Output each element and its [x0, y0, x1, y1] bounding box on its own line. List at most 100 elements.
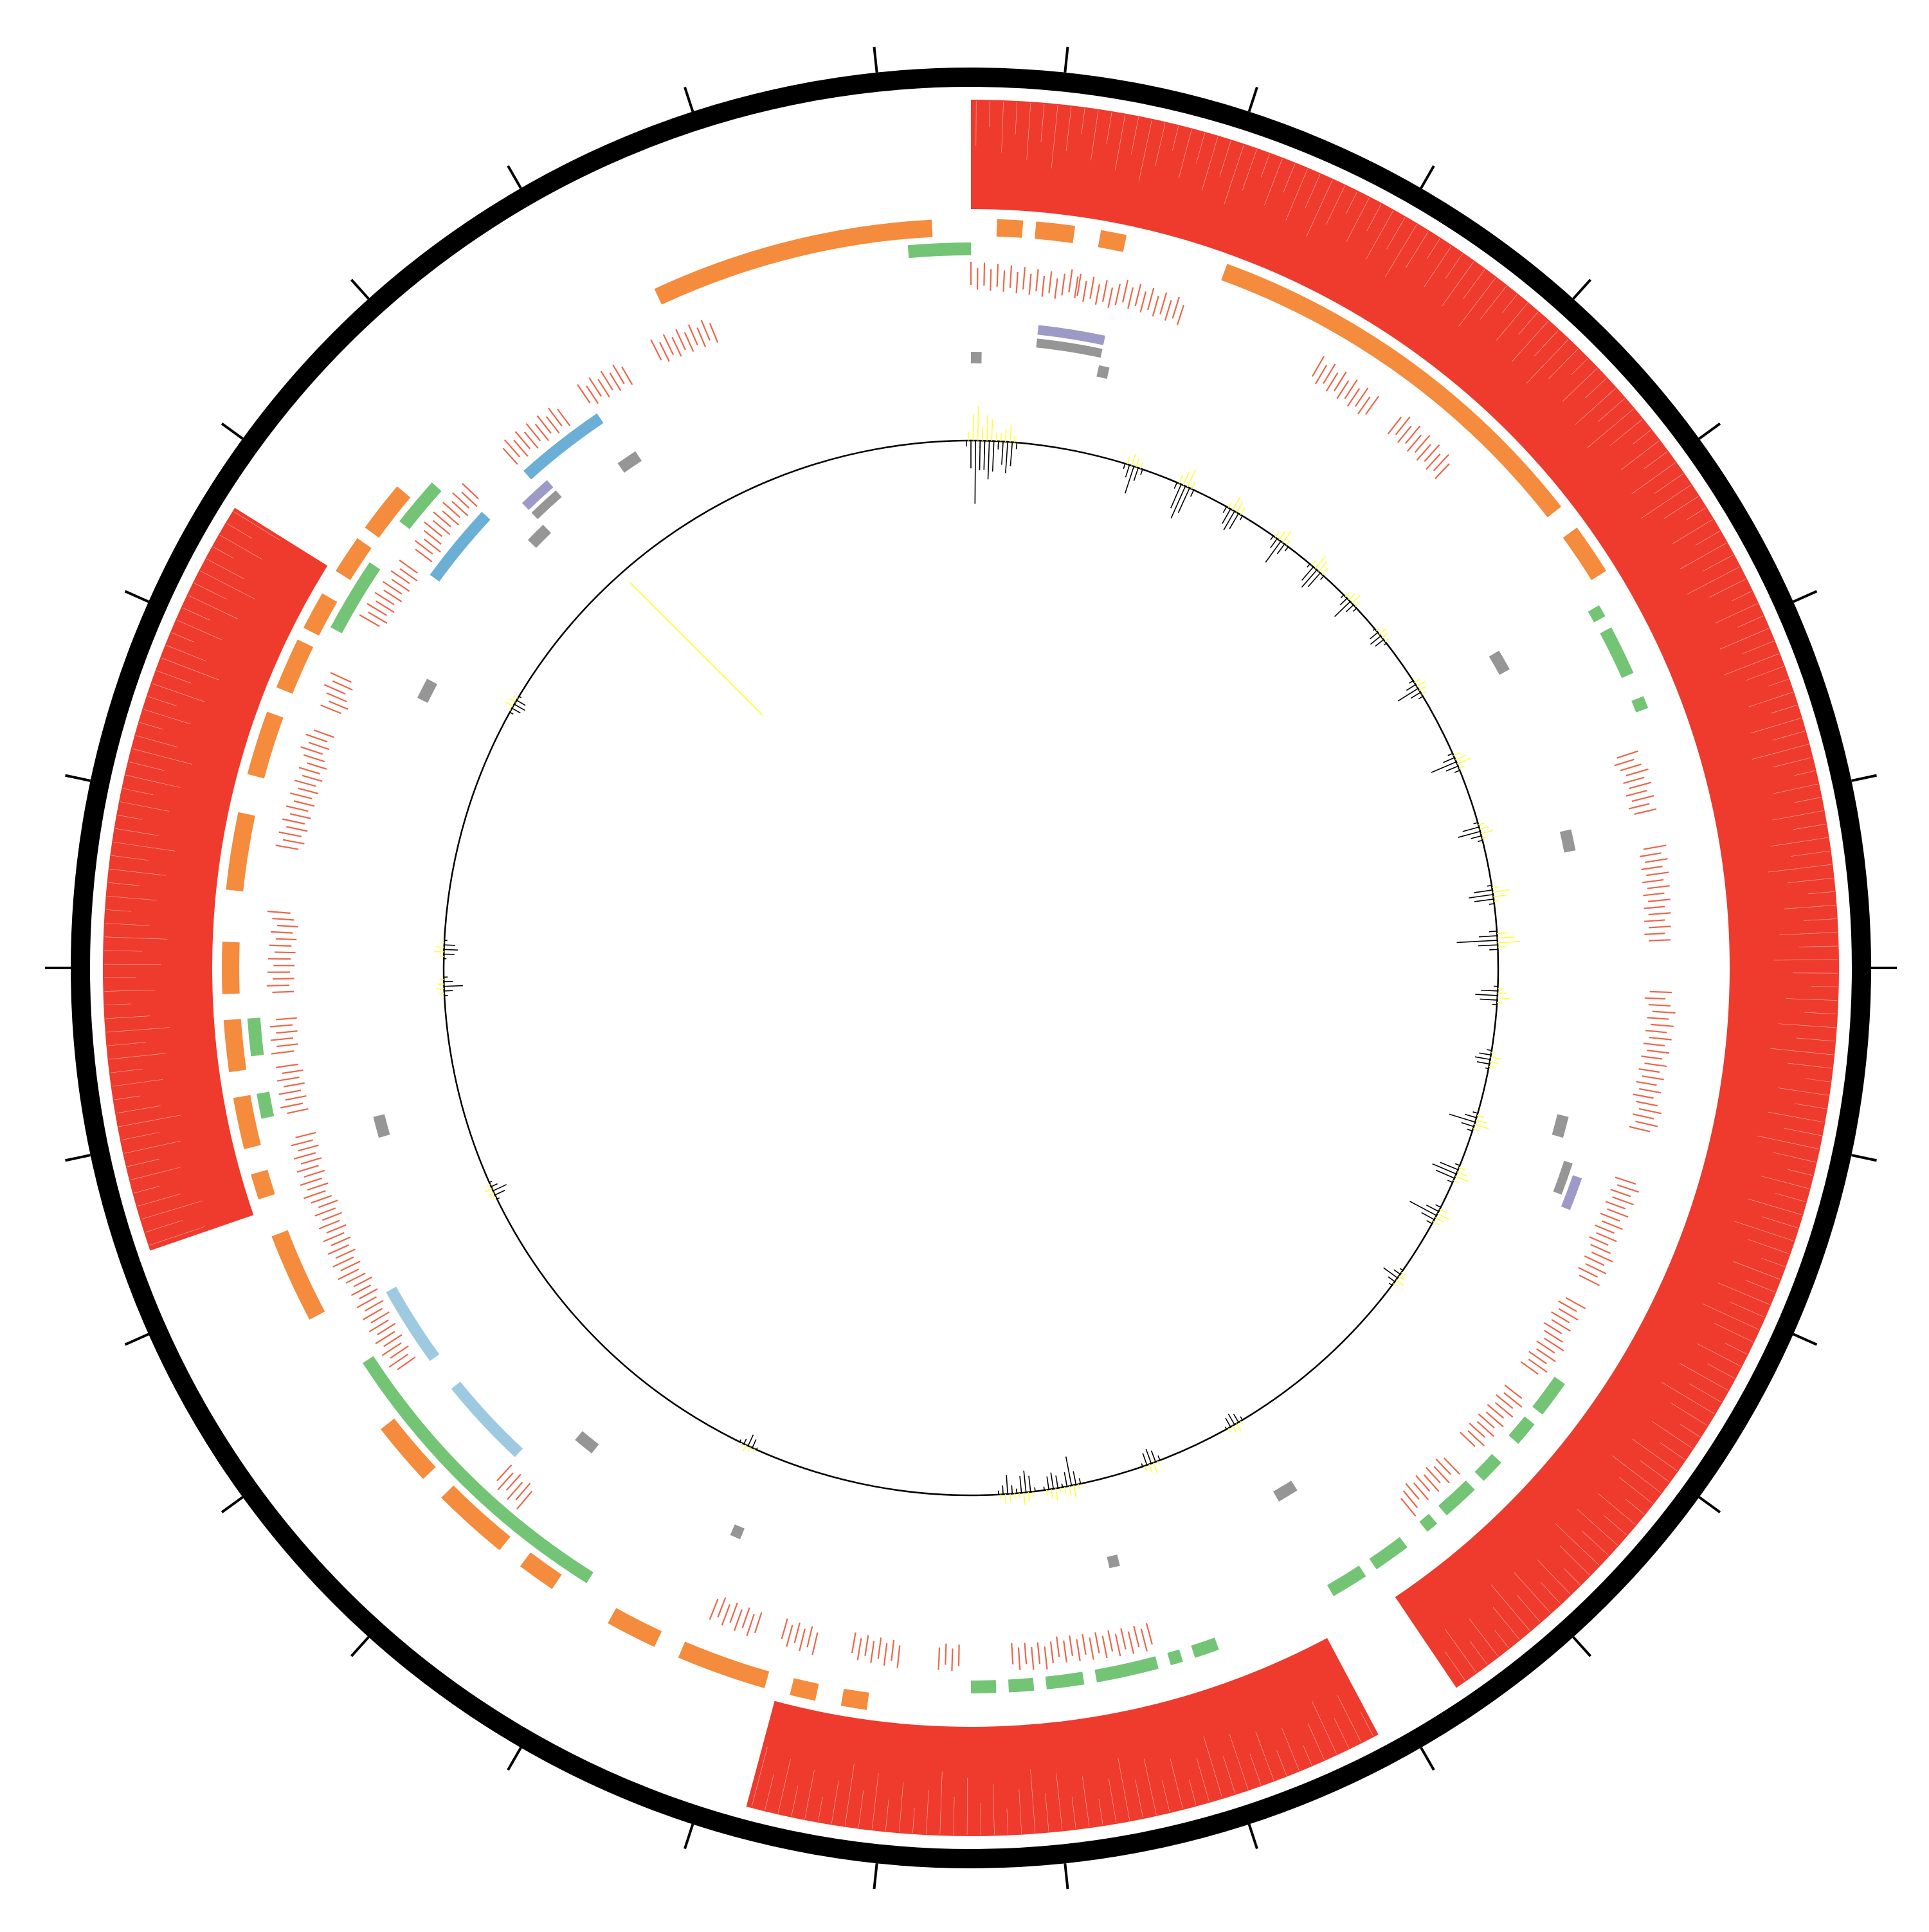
variant-mark — [1633, 1114, 1654, 1118]
histogram-bar — [1389, 1283, 1391, 1285]
variant-mark — [1064, 1641, 1067, 1663]
histogram-bar — [1455, 1163, 1460, 1165]
variant-mark — [1128, 287, 1133, 309]
histogram-bar — [1066, 1457, 1072, 1486]
variant-mark — [747, 1614, 754, 1636]
histogram-bar — [1431, 762, 1456, 773]
variant-mark — [287, 1109, 309, 1113]
variant-mark — [884, 1643, 887, 1666]
tick-mark — [351, 1637, 368, 1656]
histogram-bar — [1191, 490, 1194, 497]
variant-mark — [1019, 1648, 1020, 1670]
histogram-bar — [1384, 643, 1386, 645]
histogram-bar — [514, 696, 518, 698]
histogram-bar — [485, 1189, 492, 1192]
coverage-block — [103, 508, 327, 1251]
histogram-bar — [1477, 1115, 1484, 1117]
histogram-bar — [1419, 686, 1426, 690]
histogram-bar — [1146, 1449, 1151, 1464]
tick-mark — [1793, 591, 1817, 601]
variant-mark — [284, 1083, 305, 1087]
feature-block — [430, 512, 491, 582]
histogram-bar — [1494, 895, 1507, 897]
histogram-bar — [1024, 1493, 1025, 1505]
histogram-bar — [1029, 1476, 1031, 1492]
variant-mark — [282, 819, 305, 823]
variant-mark — [1424, 1475, 1439, 1491]
histogram-bar — [519, 697, 521, 698]
variant-mark — [296, 1133, 316, 1138]
histogram-bar — [752, 1439, 756, 1448]
variant-mark — [1645, 1030, 1667, 1032]
histogram-bar — [1123, 464, 1125, 469]
variant-mark — [515, 432, 530, 449]
histogram-bar — [1060, 1488, 1061, 1492]
histogram-bar — [1224, 511, 1235, 530]
histogram-bar — [1024, 1471, 1026, 1493]
variant-mark — [277, 925, 298, 927]
variant-mark — [329, 701, 348, 709]
variant-mark — [865, 1636, 868, 1656]
histogram-bar — [1064, 1472, 1067, 1486]
variant-mark — [1128, 1632, 1134, 1654]
histogram-bar — [1394, 1270, 1400, 1274]
feature-block — [257, 1091, 274, 1118]
histogram-bar — [1473, 1129, 1479, 1131]
histogram-bar — [1321, 576, 1324, 580]
tick-mark — [874, 1863, 876, 1889]
variant-mark — [315, 1208, 336, 1216]
variant-mark — [1017, 272, 1018, 293]
feature-block — [1475, 1454, 1502, 1481]
variant-mark — [1635, 809, 1656, 814]
variant-mark — [1069, 1636, 1073, 1656]
histogram-bar — [1028, 1492, 1029, 1501]
histogram-bar — [1482, 837, 1487, 838]
tick-mark — [1421, 1747, 1434, 1770]
tick-mark — [65, 1155, 90, 1160]
feature-block — [618, 451, 642, 473]
histogram-bar — [748, 1447, 750, 1452]
variant-mark — [1617, 751, 1638, 758]
histogram-bar — [1398, 688, 1418, 701]
histogram-baseline — [444, 441, 1498, 1495]
variant-mark — [1649, 1005, 1671, 1006]
histogram-bar — [744, 1439, 747, 1444]
variant-mark — [1600, 1214, 1620, 1221]
variant-mark — [1095, 1632, 1099, 1653]
histogram-bar — [1478, 841, 1482, 842]
variant-mark — [1629, 804, 1649, 809]
variant-mark — [300, 1178, 322, 1185]
variant-mark — [1123, 280, 1128, 302]
histogram-bar — [493, 1185, 507, 1191]
tick-mark — [125, 1334, 149, 1344]
histogram-bar — [1396, 1280, 1404, 1286]
histogram-bar — [1348, 594, 1355, 600]
feature-block — [303, 594, 338, 636]
histogram-bar — [1178, 488, 1190, 513]
variant-mark — [278, 1090, 301, 1094]
histogram-bar — [1490, 1062, 1498, 1063]
variant-mark — [277, 1077, 299, 1081]
histogram-bar — [1340, 598, 1347, 605]
variant-mark — [1624, 778, 1645, 783]
variant-mark — [1426, 1468, 1440, 1483]
variant-mark — [1417, 444, 1431, 460]
histogram-bar — [988, 441, 990, 479]
variant-mark — [1487, 1412, 1503, 1427]
variant-mark — [279, 832, 302, 837]
variant-mark — [1011, 1643, 1013, 1664]
histogram-bar — [1493, 890, 1510, 893]
variant-mark — [1528, 1359, 1547, 1372]
variant-mark — [462, 484, 478, 499]
variant-mark — [1495, 1403, 1512, 1417]
histogram-bar — [1171, 484, 1181, 508]
variant-mark — [1051, 1641, 1053, 1663]
histogram-bar — [1465, 1114, 1476, 1117]
variant-mark — [503, 448, 518, 464]
feature-block — [1600, 627, 1623, 655]
feature-block — [224, 1019, 246, 1072]
variant-mark — [389, 1354, 408, 1367]
histogram-bar — [1474, 823, 1478, 824]
histogram-bar — [1240, 516, 1243, 520]
histogram-bar — [1229, 503, 1231, 508]
